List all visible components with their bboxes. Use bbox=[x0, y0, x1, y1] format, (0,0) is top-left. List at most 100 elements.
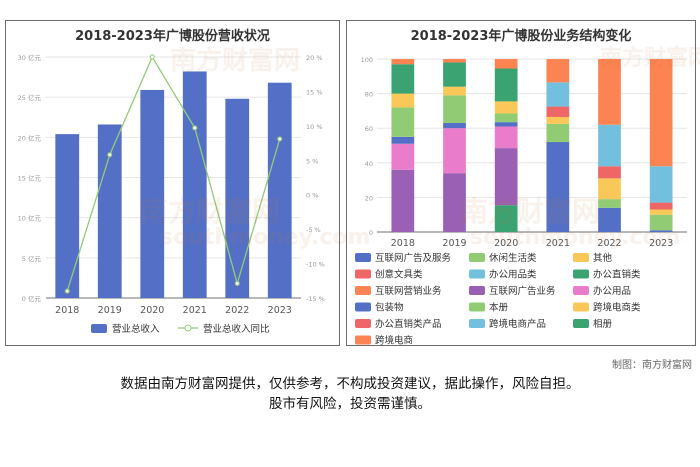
revenue-chart-panel: 2018-2023年广博股份营收状况 0 亿元 5 亿元 10 亿元 15 亿元 20 … bbox=[5, 20, 340, 346]
revenue-bar bbox=[267, 82, 292, 298]
stack-segment bbox=[391, 143, 415, 170]
y-right-tick-label: 15 % bbox=[306, 88, 323, 96]
x-tick-label: 2018 bbox=[55, 305, 79, 316]
stack-segment bbox=[494, 205, 518, 232]
y-left-tick-label: 30 亿元 bbox=[18, 53, 42, 62]
legend-label: 包装物 bbox=[375, 302, 404, 314]
y-left-tick-label: 15 亿元 bbox=[18, 174, 42, 183]
stack-segment bbox=[546, 142, 570, 232]
yoy-growth-point bbox=[149, 54, 155, 60]
legend-swatch-revenue bbox=[91, 324, 107, 333]
stack-segment bbox=[598, 178, 621, 200]
legend-label: 办公用品 bbox=[593, 285, 631, 297]
legend-swatch bbox=[355, 286, 371, 295]
x-tick-label: 2019 bbox=[442, 238, 466, 249]
y-right-tick-label: -10 % bbox=[306, 261, 325, 269]
stack-segment bbox=[649, 59, 673, 167]
stack-segment bbox=[391, 64, 415, 94]
y-right-tick-label: -5 % bbox=[306, 226, 321, 234]
y-left-tick-label: 0 亿元 bbox=[22, 294, 42, 303]
stack-segment bbox=[546, 106, 570, 117]
x-tick-label: 2022 bbox=[597, 238, 621, 249]
disclaimer-line-1: 数据由南方财富网提供，仅供参考，不构成投资建议，据此操作，风险自担。 bbox=[120, 376, 580, 392]
x-tick-label: 2021 bbox=[183, 305, 207, 316]
y-right-tick-label: 10 % bbox=[306, 123, 323, 131]
legend-swatch bbox=[469, 286, 485, 295]
stack-segment bbox=[443, 62, 466, 87]
yoy-growth-point bbox=[192, 125, 198, 131]
legend-swatch bbox=[469, 302, 485, 312]
legend-label: 互联网营销业务 bbox=[375, 285, 442, 297]
y-tick-label: 100 bbox=[361, 56, 373, 64]
stack-segment bbox=[494, 122, 518, 127]
legend-label-revenue: 营业总收入 bbox=[112, 323, 160, 335]
stack-segment bbox=[443, 128, 466, 174]
yoy-growth-point bbox=[107, 152, 113, 158]
legend-swatch bbox=[469, 269, 485, 279]
yoy-growth-point bbox=[277, 136, 283, 142]
y-right-tick-label: 20 % bbox=[306, 54, 323, 62]
stack-segment bbox=[598, 199, 621, 208]
revenue-bar bbox=[182, 71, 207, 299]
revenue-chart: 0 亿元 5 亿元 10 亿元 15 亿元 20 亿元 25 亿元 30 亿元 -15 % -1… bbox=[18, 53, 325, 335]
stack-segment bbox=[443, 59, 466, 63]
y-left-tick-label: 10 亿元 bbox=[18, 214, 42, 223]
stack-segment bbox=[598, 166, 621, 179]
stack-segment bbox=[494, 126, 518, 149]
stack-segment bbox=[443, 123, 466, 129]
legend-swatch bbox=[469, 253, 485, 262]
legend-swatch bbox=[573, 319, 589, 328]
x-tick-label: 2023 bbox=[649, 238, 673, 249]
stack-segment bbox=[494, 59, 518, 69]
legend-swatch bbox=[355, 319, 371, 328]
legend-swatch bbox=[573, 253, 589, 262]
x-tick-label: 2022 bbox=[225, 305, 249, 316]
x-tick-label: 2018 bbox=[391, 238, 415, 249]
stack-segment bbox=[649, 166, 673, 203]
x-tick-label: 2021 bbox=[546, 238, 570, 249]
legend-swatch bbox=[573, 269, 589, 279]
legend-swatch bbox=[355, 253, 371, 262]
stack-segment bbox=[598, 124, 621, 167]
revenue-bar bbox=[225, 98, 250, 298]
legend-label: 互联网广告业务 bbox=[489, 285, 556, 297]
stack-segment bbox=[649, 214, 673, 231]
y-left-tick-label: 5 亿元 bbox=[22, 254, 42, 263]
legend-swatch bbox=[573, 286, 589, 295]
stack-segment bbox=[546, 116, 570, 124]
stack-segment bbox=[546, 82, 570, 107]
stack-segment bbox=[391, 107, 415, 137]
y-right-tick-label: 0 % bbox=[306, 192, 318, 200]
legend-label: 本册 bbox=[489, 302, 509, 314]
legend-swatch bbox=[355, 335, 371, 345]
business-structure-chart-title: 2018-2023年广博股份业务结构变化 bbox=[410, 29, 632, 44]
y-tick-label: 20 bbox=[365, 194, 373, 202]
yoy-growth-point bbox=[234, 281, 240, 287]
stack-segment bbox=[494, 101, 518, 114]
x-tick-label: 2020 bbox=[494, 238, 518, 249]
revenue-bar bbox=[97, 124, 122, 298]
y-right-tick-label: -15 % bbox=[306, 295, 325, 303]
y-left-tick-label: 25 亿元 bbox=[18, 93, 42, 102]
x-tick-label: 2023 bbox=[268, 305, 292, 316]
y-left-tick-label: 20 亿元 bbox=[18, 133, 42, 142]
stack-segment bbox=[443, 173, 466, 232]
y-tick-label: 80 bbox=[365, 91, 373, 99]
yoy-growth-point bbox=[64, 288, 70, 294]
stack-segment bbox=[598, 207, 621, 232]
stack-segment bbox=[494, 113, 518, 123]
disclaimer: 数据由南方财富网提供，仅供参考，不构成投资建议，据此操作，风险自担。 股市有风险… bbox=[0, 374, 700, 414]
y-tick-label: 0 bbox=[369, 229, 373, 237]
stack-segment bbox=[494, 148, 518, 206]
legend-label: 休闲生活类 bbox=[489, 252, 537, 264]
legend-label: 跨境电商类 bbox=[593, 302, 641, 314]
stack-segment bbox=[649, 209, 673, 215]
legend-label: 办公直销类 bbox=[593, 269, 641, 281]
disclaimer-line-2: 股市有风险，投资需谨慎。 bbox=[269, 396, 431, 412]
legend-label-yoy: 营业总收入同比 bbox=[203, 323, 270, 335]
legend-swatch bbox=[355, 269, 371, 279]
stack-segment bbox=[391, 169, 415, 232]
revenue-bar bbox=[55, 134, 80, 298]
stack-segment bbox=[443, 95, 466, 124]
chart-credit: 制图：南方财富网 bbox=[612, 360, 692, 371]
